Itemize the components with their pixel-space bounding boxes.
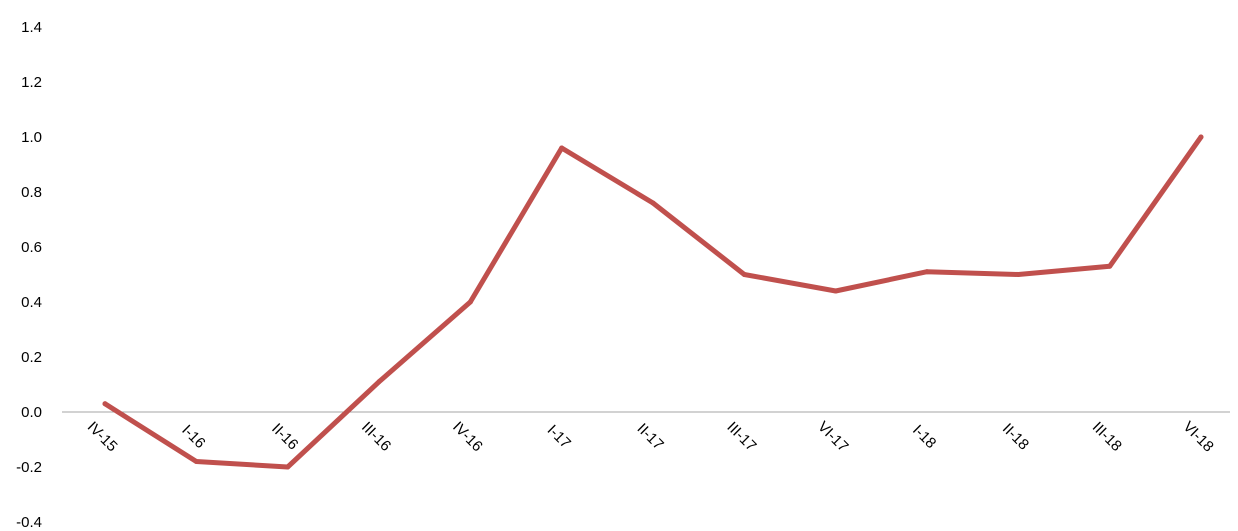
x-tick-label: I-17: [544, 422, 574, 452]
x-tick-label: VI-18: [1179, 418, 1216, 455]
y-tick-label: 1.0: [21, 129, 42, 146]
x-tick-label: III-16: [358, 419, 394, 455]
y-tick-label: 0.2: [21, 349, 42, 366]
series-line: [102, 134, 1204, 470]
x-tick-label: II-17: [634, 420, 667, 453]
x-tick-label: I-18: [909, 422, 939, 452]
data-point: [833, 288, 839, 294]
data-point: [285, 464, 291, 470]
y-tick-label: -0.4: [16, 514, 42, 531]
y-tick-label: 0.8: [21, 184, 42, 201]
x-tick-label: III-17: [723, 419, 759, 455]
x-tick-label: VI-17: [814, 418, 851, 455]
data-point: [102, 401, 108, 407]
data-point: [559, 145, 565, 151]
x-tick-label: III-18: [1089, 419, 1125, 455]
data-point: [1015, 272, 1021, 277]
y-tick-label: -0.2: [16, 459, 42, 476]
y-tick-label: 0.6: [21, 239, 42, 256]
data-point: [924, 269, 930, 275]
data-point: [467, 299, 473, 305]
data-point: [650, 200, 656, 206]
y-tick-label: 0.0: [21, 404, 42, 421]
data-point: [1107, 263, 1113, 269]
x-tick-label: II-16: [268, 420, 301, 453]
x-tick-label: IV-15: [84, 418, 121, 455]
y-tick-label: 1.2: [21, 74, 42, 91]
data-point: [193, 459, 199, 464]
y-tick-label: 0.4: [21, 294, 42, 311]
data-point: [741, 272, 747, 277]
y-tick-label: 1.4: [21, 19, 42, 36]
x-axis-tick-labels: IV-15 I-16 II-16 III-16 IV-16 I-17 II-17 III-17…: [84, 418, 1217, 455]
x-tick-label: II-18: [999, 420, 1032, 453]
x-tick-label: IV-16: [449, 418, 486, 455]
data-point: [376, 379, 382, 385]
data-point: [1198, 134, 1204, 140]
x-tick-label: I-16: [178, 422, 208, 452]
y-axis-tick-labels: -0.4 -0.2 0.0 0.2 0.4 0.6 0.8 1.0 1.2 1.4: [16, 19, 42, 531]
